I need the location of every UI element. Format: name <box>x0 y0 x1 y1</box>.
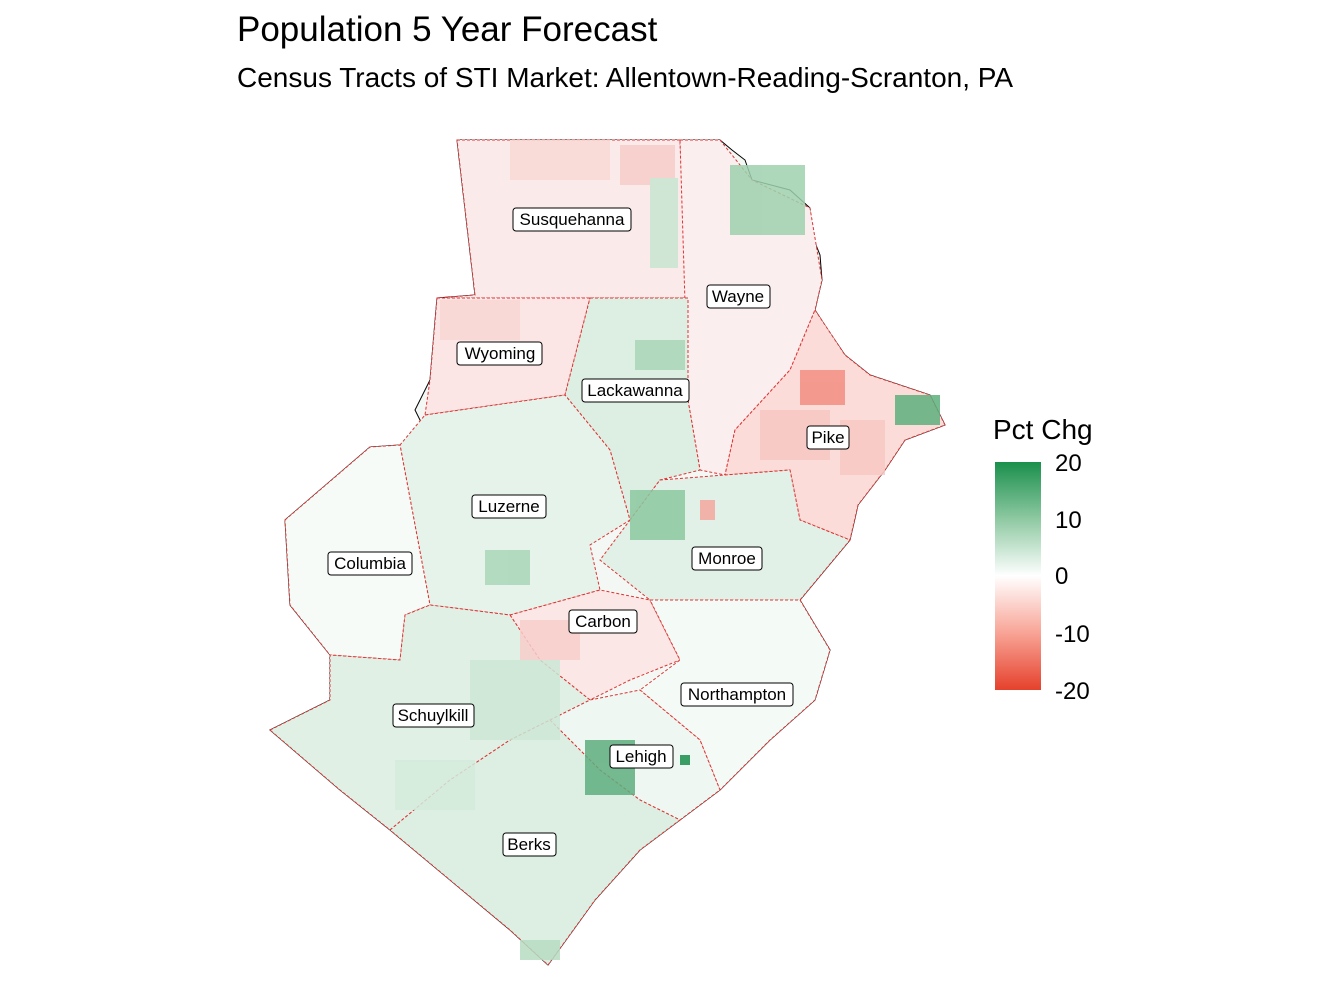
label-lackawanna: Lackawanna <box>581 378 690 403</box>
legend-tick-20: 20 <box>1055 450 1082 477</box>
label-text-berks: Berks <box>507 835 550 854</box>
label-text-carbon: Carbon <box>575 612 631 631</box>
label-pike: Pike <box>806 425 850 450</box>
label-text-luzerne: Luzerne <box>478 497 539 516</box>
label-wayne: Wayne <box>706 284 771 309</box>
label-berks: Berks <box>502 832 557 857</box>
legend-color-bar <box>995 462 1041 690</box>
legend-tick-minus-20: -20 <box>1055 678 1090 705</box>
map-title: Population 5 Year Forecast <box>237 10 658 49</box>
legend-tick-0: 0 <box>1055 563 1069 590</box>
label-luzerne: Luzerne <box>471 494 547 519</box>
label-carbon: Carbon <box>568 609 638 634</box>
label-susquehanna: Susquehanna <box>512 207 632 232</box>
label-wyoming: Wyoming <box>456 341 543 366</box>
legend-tick-minus-10: -10 <box>1055 621 1090 648</box>
label-schuylkill: Schuylkill <box>392 703 475 728</box>
label-text-schuylkill: Schuylkill <box>398 706 469 725</box>
label-text-columbia: Columbia <box>334 554 406 573</box>
label-text-pike: Pike <box>811 428 844 447</box>
label-text-northampton: Northampton <box>688 685 786 704</box>
label-text-susquehanna: Susquehanna <box>520 210 625 229</box>
county-labels: Susquehanna Wayne Wyoming Lackawanna Pik… <box>327 207 850 857</box>
legend-tick-10: 10 <box>1055 507 1082 534</box>
county-pike <box>724 308 946 541</box>
label-text-wayne: Wayne <box>712 287 764 306</box>
label-columbia: Columbia <box>327 551 413 576</box>
label-text-monroe: Monroe <box>698 549 756 568</box>
label-text-lehigh: Lehigh <box>615 747 666 766</box>
legend-title: Pct Chg <box>993 414 1093 445</box>
label-northampton: Northampton <box>680 682 794 707</box>
label-monroe: Monroe <box>691 546 763 571</box>
label-lehigh: Lehigh <box>609 744 674 769</box>
map-subtitle: Census Tracts of STI Market: Allentown-R… <box>237 62 1014 93</box>
label-text-wyoming: Wyoming <box>465 344 536 363</box>
label-text-lackawanna: Lackawanna <box>587 381 683 400</box>
